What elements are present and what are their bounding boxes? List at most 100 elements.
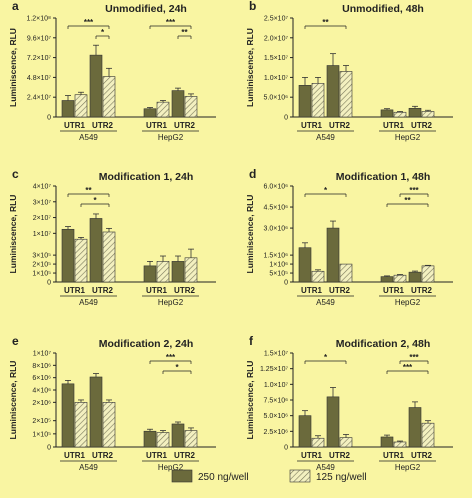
bar-125 xyxy=(339,263,353,283)
x-tick-label: UTR2 xyxy=(92,286,113,295)
bar-250 xyxy=(408,407,422,448)
x-tick-label: UTR2 xyxy=(411,451,432,460)
y-tick-label: 1×10⁵ xyxy=(32,431,51,438)
bar-250 xyxy=(408,271,422,283)
y-tick-label: 6×10⁶ xyxy=(32,375,51,382)
bar-125 xyxy=(393,441,407,448)
panel-title: Modification 2, 48h xyxy=(336,338,431,350)
bar-125 xyxy=(102,76,116,118)
panel-title: Unmodified, 48h xyxy=(342,3,424,15)
bar-125 xyxy=(393,111,407,118)
bar-125 xyxy=(102,402,116,448)
panel-letter: b xyxy=(249,0,256,13)
bar-125 xyxy=(102,231,116,283)
legend-label-250: 250 ng/well xyxy=(198,472,249,483)
bar-250 xyxy=(298,415,312,448)
y-tick-label: 1.25×10⁷ xyxy=(260,366,288,373)
bar-125 xyxy=(74,238,88,283)
x-tick-label: UTR2 xyxy=(329,286,350,295)
y-tick-label: 0 xyxy=(47,280,51,287)
panel-letter: d xyxy=(249,167,256,181)
x-tick-label: UTR2 xyxy=(92,121,113,130)
y-tick-label: 2.5×10⁷ xyxy=(264,16,289,23)
y-tick-label: 1×10⁵ xyxy=(32,271,51,278)
bar-250 xyxy=(326,396,340,448)
bar-125 xyxy=(393,274,407,283)
sig-label: ** xyxy=(322,18,329,27)
y-axis-label: Luminiscence, RLU xyxy=(8,28,18,107)
y-tick-label: 7.5×10⁶ xyxy=(264,398,289,405)
sig-label: * xyxy=(93,196,97,205)
y-tick-label: 1.0×10⁷ xyxy=(264,382,289,389)
y-axis-label: Luminiscence, RLU xyxy=(8,361,18,440)
y-tick-label: 2×10⁶ xyxy=(32,400,51,407)
bar-250 xyxy=(171,423,185,448)
x-tick-label: UTR2 xyxy=(174,451,195,460)
bar-250 xyxy=(89,376,103,448)
y-axis-label: Luminiscence, RLU xyxy=(245,28,255,107)
bar-125 xyxy=(311,270,325,283)
bar-250 xyxy=(298,85,312,118)
y-tick-label: 4×10⁶ xyxy=(32,388,51,395)
y-tick-label: 1.2×10⁸ xyxy=(26,16,51,23)
y-tick-label: 9.6×10⁷ xyxy=(27,35,52,42)
bar-125 xyxy=(156,261,170,283)
sig-label: *** xyxy=(84,18,94,27)
panel-title: Unmodified, 24h xyxy=(105,3,187,15)
group-label: A549 xyxy=(316,133,335,142)
y-axis-label: Luminiscence, RLU xyxy=(8,195,18,274)
legend-swatch-125 xyxy=(289,469,311,483)
sig-label: ** xyxy=(404,196,411,205)
y-tick-label: 2×10⁵ xyxy=(32,262,51,269)
bar-125 xyxy=(421,111,435,118)
y-tick-label: 2.4×10⁷ xyxy=(27,95,52,102)
x-tick-label: UTR1 xyxy=(64,286,85,295)
sig-label: * xyxy=(175,363,179,372)
y-tick-label: 1×10⁷ xyxy=(33,351,52,358)
y-tick-label: 5×10⁵ xyxy=(269,271,288,278)
bar-250 xyxy=(89,54,103,118)
y-tick-label: 5.0×10⁶ xyxy=(264,95,289,102)
y-tick-label: 2.0×10⁷ xyxy=(264,35,289,42)
y-tick-label: 1.0×10⁷ xyxy=(264,75,289,82)
x-tick-label: UTR1 xyxy=(64,451,85,460)
y-tick-label: 4.5×10⁶ xyxy=(264,205,289,212)
y-tick-label: 0 xyxy=(47,115,51,122)
panel-letter: e xyxy=(12,334,19,348)
bar-250 xyxy=(171,261,185,283)
x-tick-label: UTR1 xyxy=(146,121,167,130)
sig-label: ** xyxy=(181,28,188,37)
x-tick-label: UTR2 xyxy=(329,451,350,460)
y-tick-label: 1.5×10⁷ xyxy=(264,55,289,62)
bar-250 xyxy=(408,107,422,118)
x-tick-label: UTR1 xyxy=(383,286,404,295)
bar-250 xyxy=(143,265,157,283)
bar-250 xyxy=(89,218,103,283)
y-tick-label: 5.0×10⁶ xyxy=(264,413,289,420)
y-tick-label: 8×10⁶ xyxy=(32,363,51,370)
y-tick-label: 7.2×10⁷ xyxy=(27,55,52,62)
y-tick-label: 3×10⁷ xyxy=(33,199,52,206)
group-label: HepG2 xyxy=(158,133,184,142)
y-tick-label: 0 xyxy=(47,445,51,452)
group-label: HepG2 xyxy=(158,298,184,307)
panel-title: Modification 1, 48h xyxy=(336,171,431,183)
x-tick-label: UTR1 xyxy=(301,451,322,460)
sig-label: *** xyxy=(166,353,176,362)
bar-125 xyxy=(421,265,435,283)
sig-label: * xyxy=(101,28,105,37)
legend-label-125: 125 ng/well xyxy=(316,472,367,483)
y-tick-label: 2×10⁷ xyxy=(33,215,52,222)
group-label: A549 xyxy=(79,463,98,472)
bar-250 xyxy=(61,100,75,118)
x-tick-label: UTR1 xyxy=(383,121,404,130)
bar-125 xyxy=(74,402,88,448)
group-label: HepG2 xyxy=(158,463,184,472)
bar-250 xyxy=(326,65,340,118)
legend-swatch-250 xyxy=(171,469,193,483)
y-tick-label: 2.5×10⁶ xyxy=(264,429,289,436)
bar-125 xyxy=(311,83,325,118)
y-tick-label: 3×10⁵ xyxy=(32,253,51,260)
y-tick-label: 3.0×10⁶ xyxy=(264,226,289,233)
bar-125 xyxy=(184,96,198,118)
